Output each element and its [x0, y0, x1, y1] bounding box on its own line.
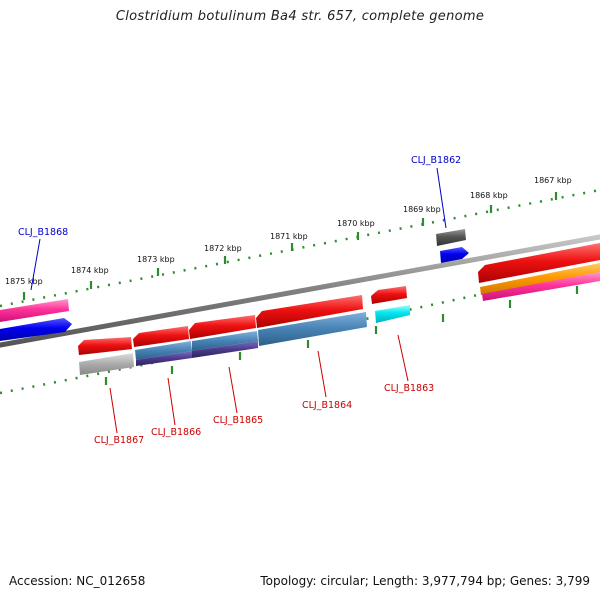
gene-steel-b1865[interactable]	[192, 331, 258, 351]
scale-label-1873: 1873 kbp	[137, 255, 175, 264]
gene-pink-right[interactable]	[482, 272, 600, 301]
gene-purple-b1865[interactable]	[192, 341, 258, 358]
leader-b1865	[228, 366, 238, 414]
scale-label-1870: 1870 kbp	[337, 219, 375, 228]
gene-red-right[interactable]	[478, 243, 600, 283]
gene-label-b1863[interactable]: CLJ_B1863	[384, 383, 434, 394]
gene-label-b1868[interactable]: CLJ_B1868	[18, 227, 68, 238]
major-ticks-inner	[104, 286, 579, 385]
scale-label-1872: 1872 kbp	[204, 244, 242, 253]
leader-b1864	[317, 350, 327, 398]
gene-red-b1867[interactable]	[78, 337, 132, 355]
gene-label-b1862[interactable]: CLJ_B1862	[411, 155, 461, 166]
gene-steel-b1866[interactable]	[135, 341, 192, 360]
genome-summary-text: Topology: circular; Length: 3,977,794 bp…	[260, 574, 590, 588]
gene-gray-b1867[interactable]	[79, 353, 134, 375]
gene-label-b1867[interactable]: CLJ_B1867	[94, 435, 144, 446]
scale-label-1869: 1869 kbp	[403, 205, 441, 214]
gene-label-b1864[interactable]: CLJ_B1864	[302, 400, 352, 411]
gene-blue-left[interactable]	[0, 318, 72, 341]
gene-cyan-b1863[interactable]	[375, 305, 410, 323]
leader-b1862	[436, 167, 447, 229]
gene-red-b1864[interactable]	[256, 295, 363, 328]
map-title: Clostridium botulinum Ba4 str. 657, comp…	[115, 9, 485, 24]
gene-red-b1866[interactable]	[133, 326, 189, 347]
scale-label-1875: 1875 kbp	[5, 277, 43, 286]
gene-orange-right[interactable]	[480, 263, 600, 295]
leader-b1863	[397, 334, 409, 382]
gene-purple-b1866[interactable]	[136, 351, 192, 366]
gene-pink-left[interactable]	[0, 299, 69, 322]
scale-label-1867: 1867 kbp	[534, 176, 572, 185]
gene-steel-b1864[interactable]	[258, 312, 367, 346]
genome-backbone	[0, 234, 600, 348]
accession-text: Accession: NC_012658	[9, 574, 146, 588]
leader-b1868	[30, 238, 41, 291]
major-ticks-outer	[22, 192, 558, 300]
leader-b1867	[109, 387, 118, 434]
scale-label-1868: 1868 kbp	[470, 191, 508, 200]
scale-label-1871: 1871 kbp	[270, 232, 308, 241]
gene-label-b1866[interactable]: CLJ_B1866	[151, 427, 201, 438]
gene-label-b1865[interactable]: CLJ_B1865	[213, 415, 263, 426]
scale-label-1874: 1874 kbp	[71, 266, 109, 275]
gene-blue-b1862[interactable]	[440, 247, 469, 263]
gene-red-b1863[interactable]	[371, 286, 407, 304]
gene-red-b1865[interactable]	[189, 315, 256, 339]
gene-darkgray-b1862[interactable]	[436, 229, 466, 246]
leader-b1866	[167, 377, 176, 426]
